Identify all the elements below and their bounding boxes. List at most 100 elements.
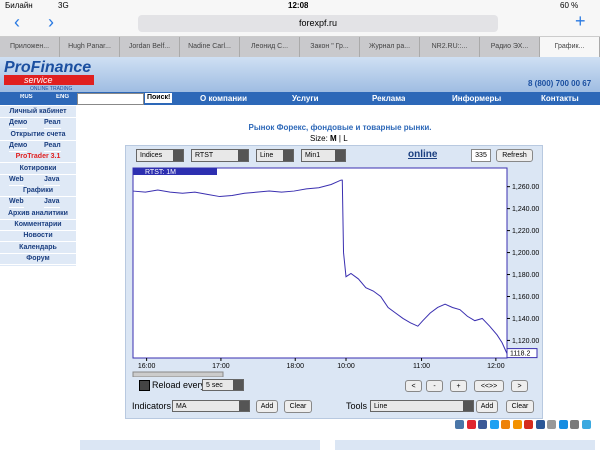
size-m[interactable]: M	[330, 134, 337, 143]
chart-label: RTST: 1M	[145, 169, 176, 176]
y-tick-label: 1,260.00	[512, 184, 539, 191]
share-icon[interactable]	[570, 420, 579, 429]
share-icon[interactable]	[535, 420, 545, 429]
share-icon[interactable]	[455, 420, 464, 429]
reload-label: Reload every	[152, 380, 206, 390]
clear-button[interactable]: Clear	[284, 400, 312, 413]
online-link[interactable]: online	[408, 149, 438, 160]
share-icon[interactable]	[489, 420, 499, 429]
reload-select[interactable]: 5 sec	[202, 379, 244, 391]
interval-input[interactable]: 335	[471, 149, 491, 162]
nav-link[interactable]: Услуги	[292, 94, 319, 103]
share-icon[interactable]	[501, 420, 510, 429]
tab[interactable]: Журнал ра...	[360, 37, 420, 57]
sidebar-item[interactable]: Графики	[0, 185, 76, 198]
x-tick-label: 10:00	[337, 363, 355, 370]
logo-bottom: service	[4, 75, 94, 85]
indicator-select[interactable]: MA	[172, 400, 250, 412]
tab[interactable]: Приложен...	[0, 37, 60, 57]
nav-button[interactable]: <<>>	[474, 380, 504, 392]
sidebar-item[interactable]: Реал	[44, 140, 61, 152]
phone: 8 (800) 700 00 67	[528, 79, 592, 88]
nav-link[interactable]: О компании	[200, 94, 247, 103]
x-tick-label: 17:00	[212, 363, 230, 370]
select[interactable]: Indices	[136, 149, 184, 162]
search-input[interactable]	[77, 93, 144, 105]
share-icon[interactable]	[558, 420, 568, 429]
sidebar-item[interactable]: Архив аналитики	[0, 208, 76, 220]
sidebar-item[interactable]: Java	[44, 174, 60, 186]
share-icon[interactable]	[581, 420, 591, 429]
nav-button[interactable]: >	[511, 380, 528, 392]
sidebar-item[interactable]: Java	[44, 196, 60, 209]
forward[interactable]: ›	[48, 12, 54, 32]
share-icon[interactable]	[547, 420, 556, 429]
sidebar-item[interactable]: Реал	[44, 117, 61, 130]
y-tick-label: 1,180.00	[512, 272, 539, 279]
nav-button[interactable]: +	[450, 380, 467, 392]
language[interactable]: RUS	[20, 94, 33, 100]
sidebar-item[interactable]: Форум	[0, 253, 76, 265]
sidebar-item[interactable]: Комментарии	[0, 219, 76, 231]
sidebar: Личный кабинет Демо Реал Открытие счета Демо…	[0, 106, 76, 266]
heading: Рынок Форекс, фондовые и товарные рынки.	[248, 123, 432, 132]
battery: 60 %	[560, 1, 579, 10]
x-tick-label: 18:00	[286, 363, 304, 370]
tools-label: Tools	[346, 401, 368, 411]
nav-link[interactable]: Реклама	[372, 94, 406, 103]
tab[interactable]: NR2.RU::...	[420, 37, 480, 57]
search-button[interactable]: Поиск!	[145, 93, 173, 103]
select[interactable]: Min1	[301, 149, 346, 162]
select[interactable]: RTST	[191, 149, 249, 162]
scrollbar	[132, 371, 224, 377]
sidebar-item[interactable]: Демо	[9, 117, 28, 130]
last-price: 1118.2	[510, 351, 530, 358]
nav-button[interactable]: <	[405, 380, 422, 392]
tab[interactable]: Закон " Гр...	[300, 37, 360, 57]
url: forexpf.ru	[298, 18, 338, 28]
nav-link[interactable]: Информеры	[452, 94, 502, 103]
add-tab[interactable]: +	[575, 11, 586, 31]
select[interactable]: Line	[256, 149, 294, 162]
time: 12:08	[288, 1, 309, 10]
x-tick-label: 12:00	[487, 363, 505, 370]
clear-button[interactable]: Clear	[506, 400, 534, 413]
sidebar-item[interactable]: ProTrader 3.1	[0, 151, 76, 164]
url-field[interactable]: forexpf.ru	[138, 15, 498, 32]
refresh-button[interactable]: Refresh	[496, 149, 533, 162]
sidebar-item[interactable]: Котировки	[0, 163, 76, 175]
tab[interactable]: Леонид С...	[240, 37, 300, 57]
sidebar-item[interactable]: Новости	[0, 230, 76, 243]
tab[interactable]: Nadine Carl...	[180, 37, 240, 57]
tab[interactable]: Радио ЭХ...	[480, 37, 540, 57]
reload-checkbox[interactable]	[139, 380, 150, 391]
back[interactable]: ‹	[14, 12, 20, 32]
tab-bar: Приложен... Hugh Panar... Jordan Belf... Na…	[0, 37, 600, 57]
size-l[interactable]: L	[343, 134, 348, 143]
tab[interactable]: Jordan Belf...	[120, 37, 180, 57]
language[interactable]: ENG	[56, 94, 70, 100]
share-icon[interactable]	[512, 420, 522, 429]
sidebar-item[interactable]: Календарь	[0, 242, 76, 254]
share-icon[interactable]	[466, 420, 476, 429]
share-icon[interactable]	[524, 420, 533, 429]
size: Size: M | L	[310, 134, 348, 143]
sidebar-item[interactable]: Web	[9, 196, 24, 209]
tab[interactable]: Hugh Panar...	[60, 37, 120, 57]
y-tick-label: 1,160.00	[512, 294, 539, 301]
sidebar-item[interactable]: Демо	[9, 140, 28, 152]
share-icon[interactable]	[478, 420, 487, 429]
add-button[interactable]: Add	[476, 400, 498, 413]
indicators-label: Indicators	[132, 401, 172, 411]
sidebar-item[interactable]: Личный кабинет	[0, 106, 76, 118]
x-tick-label: 11:00	[413, 363, 430, 370]
status-bar: Билайн 3G 12:08 60 %	[0, 0, 600, 11]
tool-select[interactable]: Line	[370, 400, 474, 412]
tab[interactable]: График...	[540, 37, 600, 57]
network: 3G	[58, 1, 69, 10]
nav-button[interactable]: -	[426, 380, 443, 392]
sidebar-item[interactable]: Web	[9, 174, 24, 186]
sidebar-item[interactable]: Открытие счета	[0, 129, 76, 141]
nav-link[interactable]: Контакты	[541, 94, 579, 103]
add-button[interactable]: Add	[256, 400, 278, 413]
